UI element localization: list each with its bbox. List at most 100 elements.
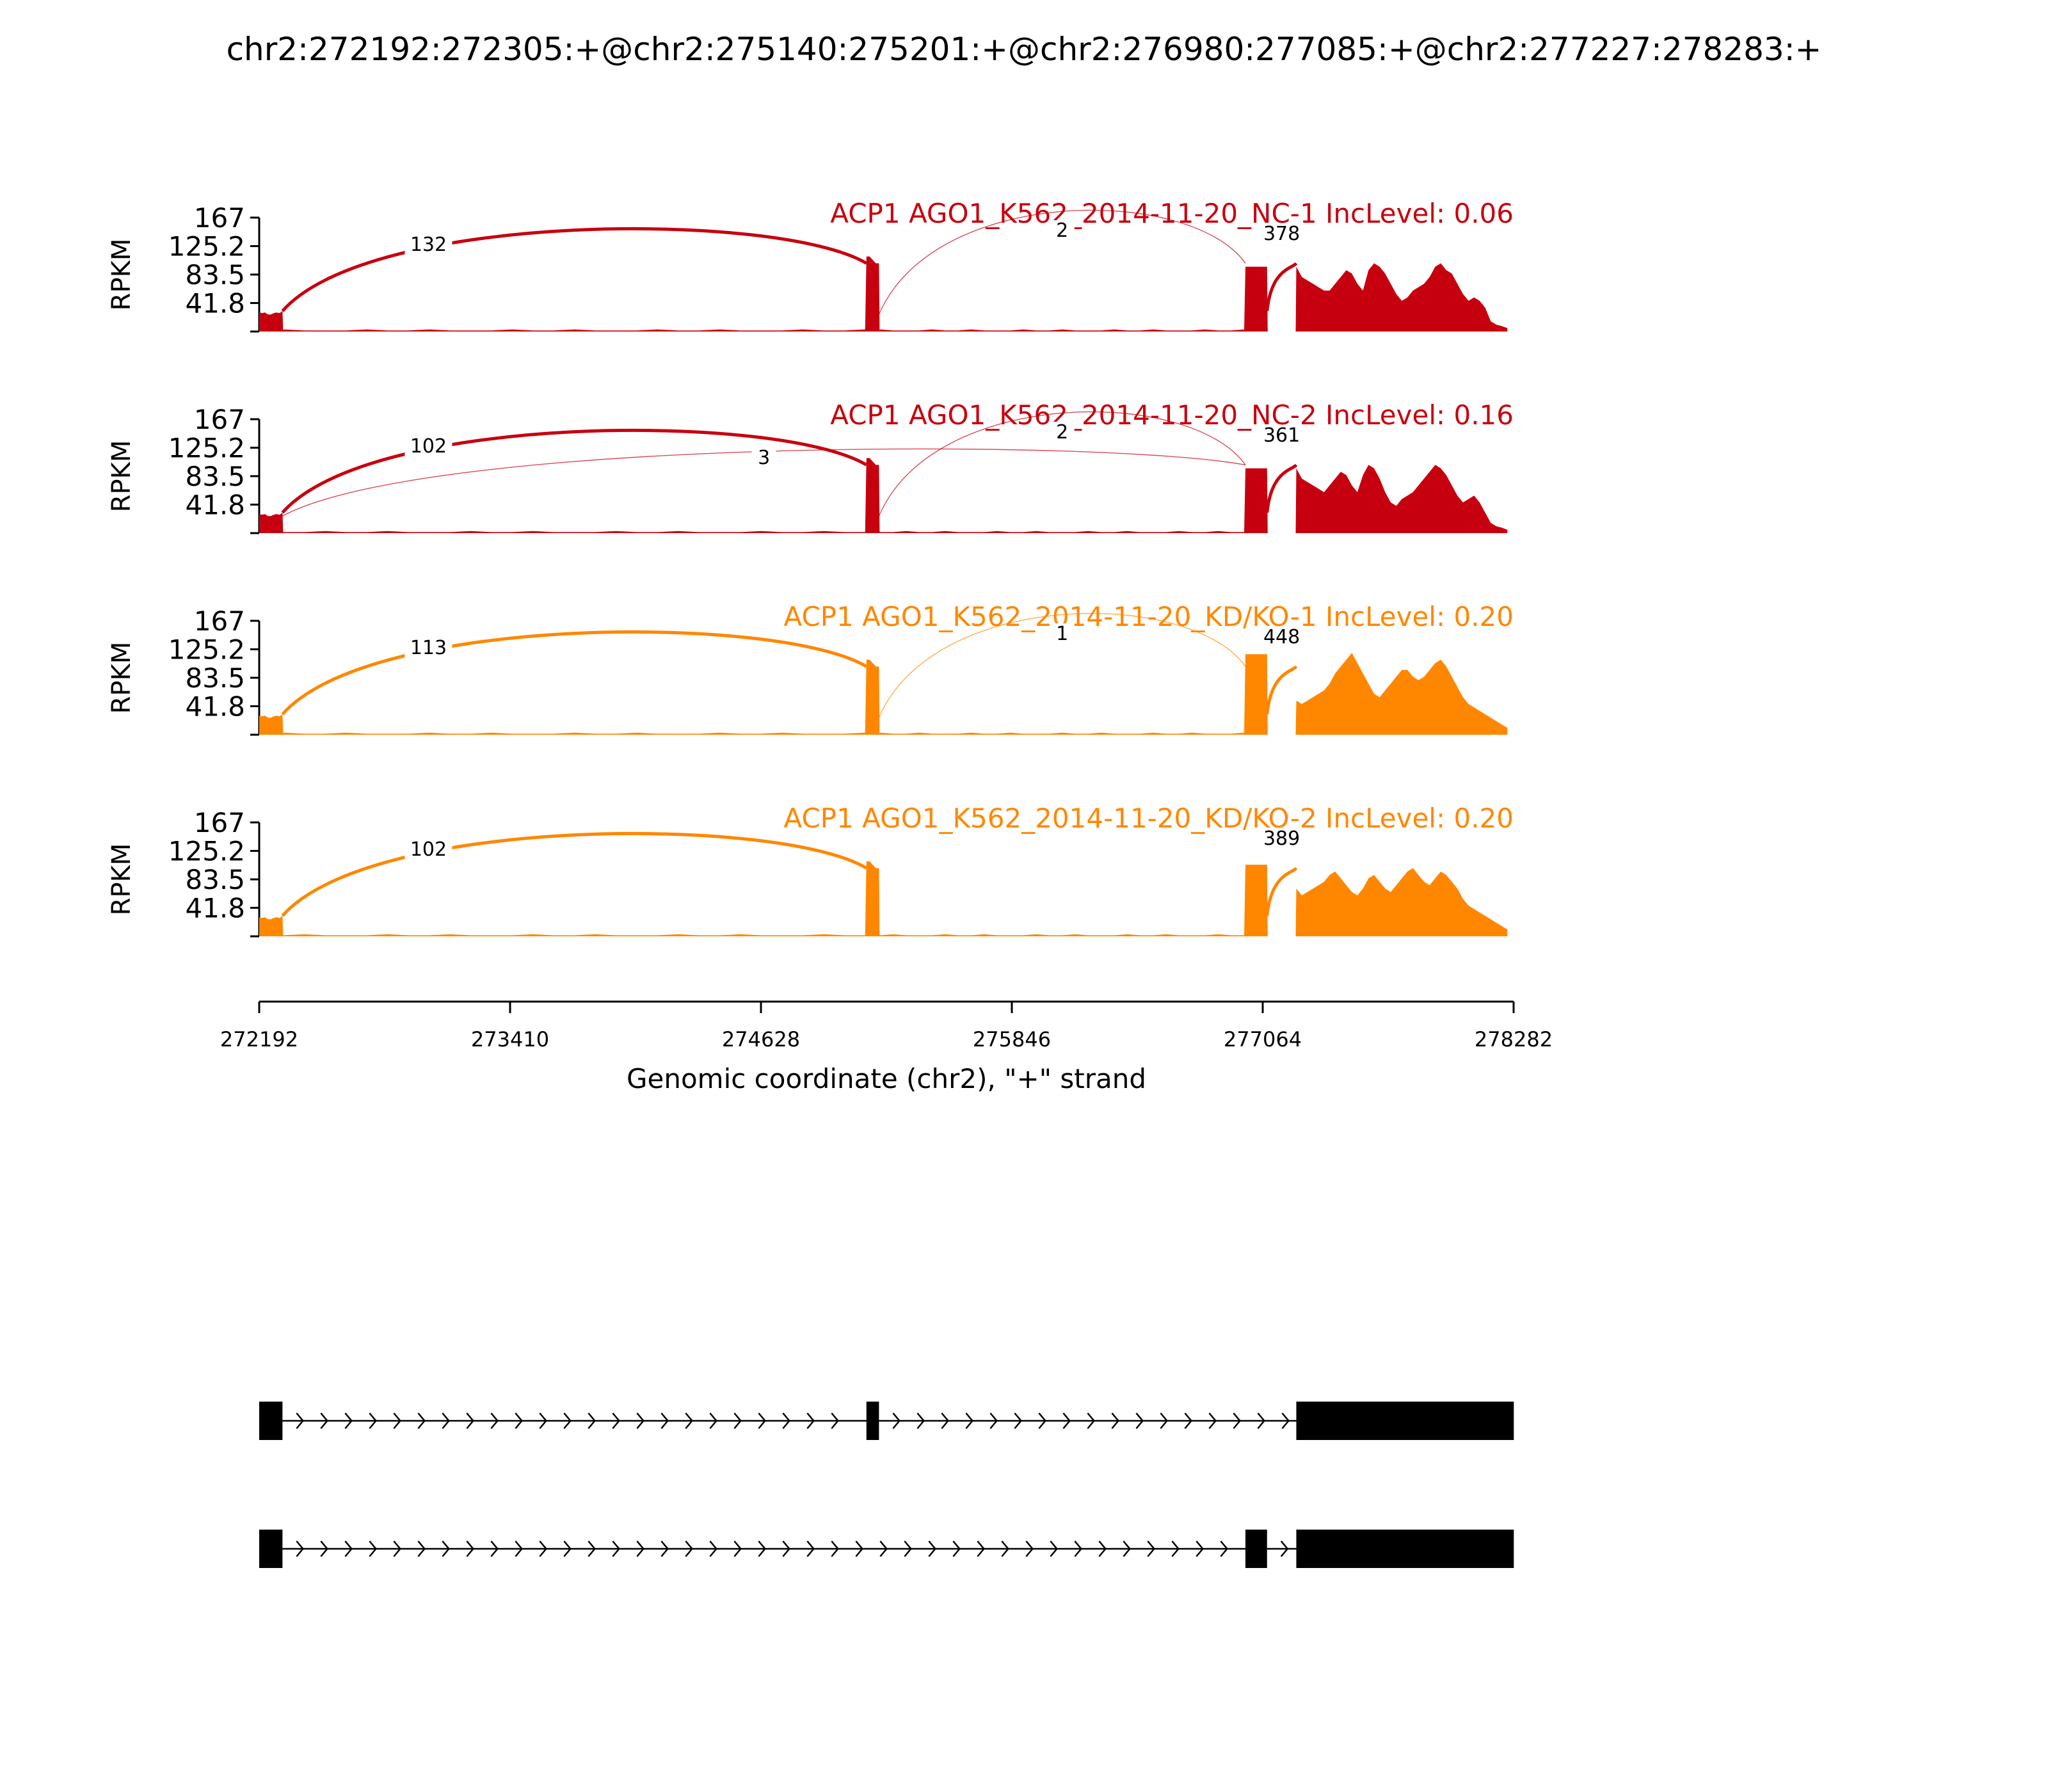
strand-arrow: [989, 1412, 998, 1429]
junction-count: 448: [1263, 626, 1300, 648]
strand-arrow: [442, 1412, 450, 1429]
strand-arrow: [977, 1540, 985, 1557]
junction-arc: [878, 209, 1246, 315]
strand-arrow: [1025, 1540, 1034, 1557]
junction-label-bg: [751, 447, 776, 469]
strand-arrow: [1196, 1540, 1204, 1557]
y-tick-label: 83.5: [185, 864, 245, 895]
strand-arrow: [636, 1540, 644, 1557]
junction-count: 389: [1263, 828, 1300, 850]
y-tick-label: 41.8: [185, 287, 245, 319]
strand-arrow: [1147, 1540, 1155, 1557]
strand-arrow: [1171, 1540, 1180, 1557]
strand-arrow: [344, 1412, 353, 1429]
strand-arrow: [515, 1540, 523, 1557]
exon-block: [866, 1402, 879, 1440]
y-tick-label: 83.5: [185, 662, 245, 694]
strand-arrow: [1135, 1412, 1144, 1429]
junction-count: 102: [410, 838, 447, 861]
strand-arrow: [369, 1412, 377, 1429]
junction-label-bg: [1050, 220, 1075, 242]
y-axis-label: RPKM: [107, 642, 136, 714]
strand-arrow: [831, 1412, 839, 1429]
strand-arrow: [965, 1412, 974, 1429]
x-tick-label: 275846: [973, 1027, 1051, 1052]
junction-count: 1: [1056, 623, 1068, 645]
strand-arrow: [709, 1540, 717, 1557]
junction-count: 3: [758, 447, 770, 469]
x-tick-label: 273410: [471, 1027, 549, 1052]
strand-arrow: [758, 1412, 766, 1429]
strand-arrow: [879, 1540, 888, 1557]
strand-arrow: [1280, 1540, 1289, 1557]
x-tick-label: 272192: [220, 1027, 298, 1052]
strand-arrow: [733, 1412, 742, 1429]
strand-arrow: [636, 1412, 644, 1429]
strand-arrow: [916, 1412, 925, 1429]
y-tick-label: 83.5: [185, 461, 245, 492]
strand-arrow: [1220, 1540, 1228, 1557]
y-axis-label: RPKM: [107, 239, 136, 311]
junction-label-bg: [404, 839, 452, 861]
track-title: ACP1 AGO1_K562_2014-11-20_KD/KO-2 IncLev…: [783, 803, 1514, 834]
exon-block: [1296, 1402, 1514, 1440]
strand-arrow: [892, 1412, 901, 1429]
junction-count: 2: [1056, 421, 1068, 444]
strand-arrow: [941, 1412, 950, 1429]
strand-arrow: [660, 1540, 669, 1557]
strand-arrow: [417, 1540, 426, 1557]
strand-arrow: [1208, 1412, 1217, 1429]
y-tick-label: 41.8: [185, 892, 245, 924]
track-title: ACP1 AGO1_K562_2014-11-20_NC-1 IncLevel:…: [830, 198, 1514, 229]
strand-arrow: [806, 1412, 815, 1429]
y-axis-label: RPKM: [107, 440, 136, 513]
junction-arc: [281, 227, 868, 312]
strand-arrow: [806, 1540, 815, 1557]
x-axis: 272192 273410 274628 275846 277064 278282 Geno…: [220, 1000, 1553, 1094]
strand-arrow: [831, 1540, 839, 1557]
junction-arc: [1265, 262, 1298, 312]
strand-arrow: [758, 1540, 766, 1557]
coverage-area: [259, 256, 1514, 332]
strand-arrow: [1160, 1412, 1169, 1429]
y-tick-label: 41.8: [185, 489, 245, 520]
strand-arrow: [612, 1540, 620, 1557]
strand-arrow: [1014, 1412, 1023, 1429]
coverage-area: [259, 653, 1514, 735]
strand-arrow: [1257, 1412, 1266, 1429]
exon-block: [1245, 1530, 1267, 1568]
strand-arrow: [393, 1540, 401, 1557]
y-tick-label: 41.8: [185, 691, 245, 722]
junction-arc: [281, 429, 868, 514]
y-tick-label: 167: [194, 404, 245, 435]
x-axis-label: Genomic coordinate (chr2), "+" strand: [627, 1063, 1146, 1094]
strand-arrow: [563, 1412, 572, 1429]
junction-label-bg: [1258, 223, 1306, 245]
junction-arc: [1265, 665, 1298, 715]
junction-label-bg: [1050, 623, 1075, 645]
strand-arrow: [1074, 1540, 1082, 1557]
track-title: ACP1 AGO1_K562_2014-11-20_NC-2 IncLevel:…: [830, 399, 1514, 431]
junction-count: 113: [410, 637, 447, 659]
y-tick-label: 167: [194, 202, 245, 234]
exon-block: [259, 1402, 283, 1440]
junction-label-bg: [1050, 422, 1075, 444]
junction-arc: [1265, 867, 1298, 916]
strand-arrow: [466, 1412, 474, 1429]
strand-arrow: [320, 1412, 328, 1429]
y-tick-label: 125.2: [168, 231, 245, 262]
strand-arrow: [855, 1540, 863, 1557]
strand-arrow: [612, 1412, 620, 1429]
strand-arrow: [782, 1412, 790, 1429]
coverage-area: [259, 458, 1514, 533]
strand-arrow: [1281, 1412, 1290, 1429]
strand-arrow: [490, 1540, 499, 1557]
strand-arrow: [563, 1540, 572, 1557]
strand-arrow: [952, 1540, 961, 1557]
junction-count: 102: [410, 435, 447, 458]
strand-arrow: [320, 1540, 328, 1557]
strand-arrow: [1098, 1540, 1107, 1557]
